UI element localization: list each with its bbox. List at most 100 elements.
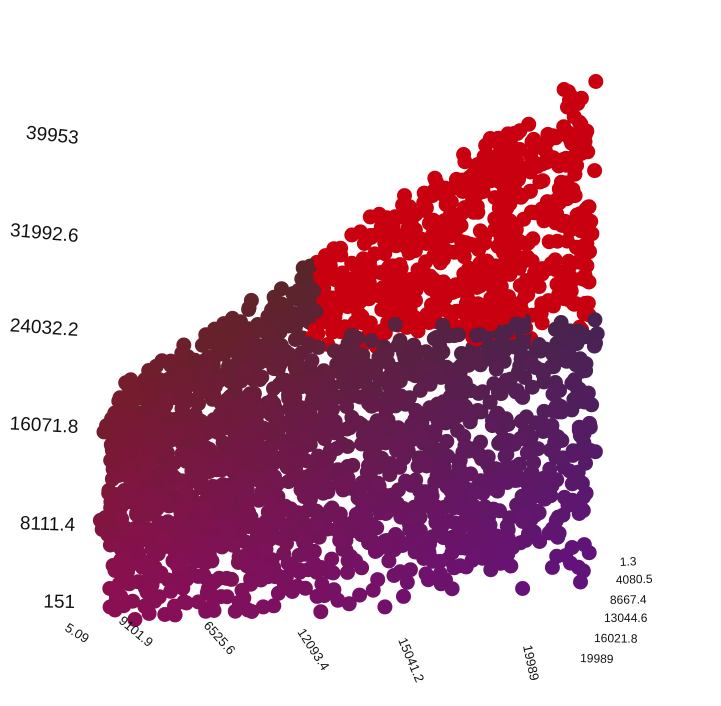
scatter-point xyxy=(174,401,190,416)
scatter-point xyxy=(276,308,292,324)
scatter-point xyxy=(280,555,296,571)
scatter-point xyxy=(335,482,351,498)
scatter-point xyxy=(143,525,159,540)
scatter-point xyxy=(312,470,328,485)
scatter-point xyxy=(397,188,412,204)
scatter-point xyxy=(448,283,464,299)
scatter-point xyxy=(301,336,316,352)
scatter-point xyxy=(364,333,379,349)
scatter-point xyxy=(249,472,265,488)
scatter-point xyxy=(121,576,137,592)
scatter-point xyxy=(498,372,514,388)
scatter-point xyxy=(496,241,512,257)
scatter-point xyxy=(304,353,320,369)
scatter-point xyxy=(194,380,210,396)
points-layer xyxy=(92,74,605,627)
scatter-point xyxy=(509,497,525,513)
scatter-point xyxy=(396,588,411,604)
scatter-point xyxy=(166,428,182,444)
scatter-point xyxy=(267,569,283,585)
scatter-point xyxy=(483,562,499,578)
scatter-point xyxy=(532,174,548,190)
scatter-point xyxy=(422,400,438,416)
scatter-point xyxy=(488,361,504,377)
scatter-point xyxy=(362,209,378,225)
scatter-point xyxy=(169,557,185,573)
scatter-point xyxy=(251,492,267,508)
scatter-point xyxy=(525,488,540,504)
scatter-point xyxy=(371,478,387,494)
scatter-point xyxy=(556,119,572,135)
scatter-point xyxy=(482,517,498,533)
scatter-point xyxy=(467,547,483,563)
scatter-point xyxy=(172,502,188,517)
scatter-point xyxy=(549,276,565,292)
scatter-point xyxy=(258,541,274,557)
scatter-point xyxy=(327,414,343,429)
scatter-point xyxy=(563,555,578,571)
scatter-point xyxy=(250,350,266,366)
scatter-point xyxy=(278,343,293,359)
scatter-point xyxy=(527,507,543,523)
scatter-point xyxy=(519,445,535,461)
scatter-point xyxy=(155,401,171,417)
scatter-point xyxy=(515,317,530,333)
scatter-point xyxy=(198,327,214,343)
scatter-point xyxy=(261,340,277,356)
scatter-point xyxy=(571,323,587,339)
scatter-point xyxy=(136,426,152,442)
scatter-point xyxy=(198,439,213,455)
scatter-point xyxy=(371,432,387,448)
scatter-point xyxy=(214,416,230,432)
scatter-point xyxy=(422,268,438,284)
scatter-point xyxy=(399,574,415,590)
scatter-point xyxy=(522,164,538,180)
scatter-point xyxy=(391,499,407,515)
scatter-point xyxy=(483,316,498,332)
scatter-point xyxy=(240,553,256,569)
scatter-point xyxy=(575,502,591,518)
scatter-point xyxy=(401,432,417,448)
scatter-point xyxy=(227,419,243,435)
scatter-point xyxy=(529,139,545,155)
x-axis: 5.09 9101.9 6525.6 12093.4 15041.2 19989 xyxy=(62,613,542,685)
scatter-point xyxy=(366,360,382,376)
scatter-point xyxy=(255,599,271,615)
scatter-point xyxy=(503,558,519,574)
scatter-point xyxy=(564,476,580,492)
scatter-point xyxy=(203,587,219,603)
scatter-point xyxy=(344,255,360,271)
scatter-point xyxy=(509,126,525,141)
scatter-point xyxy=(377,599,393,615)
scatter-point xyxy=(444,545,460,561)
scatter-point xyxy=(511,171,526,187)
scatter-point xyxy=(481,161,496,177)
scatter-point xyxy=(402,272,418,287)
scatter-point xyxy=(512,278,528,294)
scatter-point xyxy=(437,180,453,196)
x-tick-label: 6525.6 xyxy=(201,618,239,658)
scatter-point xyxy=(264,499,280,515)
scatter-point xyxy=(510,236,525,252)
scatter-point xyxy=(211,538,227,554)
scatter-point xyxy=(586,338,602,354)
scatter-point xyxy=(446,371,462,387)
scatter-point xyxy=(211,373,227,389)
scatter-point xyxy=(569,157,585,173)
scatter-point xyxy=(103,437,119,453)
scatter-point xyxy=(438,197,454,213)
scatter-point xyxy=(385,258,401,274)
scatter-point xyxy=(514,388,529,404)
scatter-point xyxy=(384,237,400,253)
scatter-point xyxy=(409,532,425,548)
scatter-point xyxy=(495,331,510,347)
scatter-point xyxy=(439,227,455,243)
scatter-point xyxy=(381,553,397,569)
scatter-point xyxy=(506,339,522,355)
scatter-point xyxy=(304,365,320,381)
scatter-point xyxy=(416,454,432,470)
scatter-point xyxy=(580,199,596,215)
scatter-point xyxy=(157,607,173,622)
scatter-point xyxy=(500,530,516,546)
